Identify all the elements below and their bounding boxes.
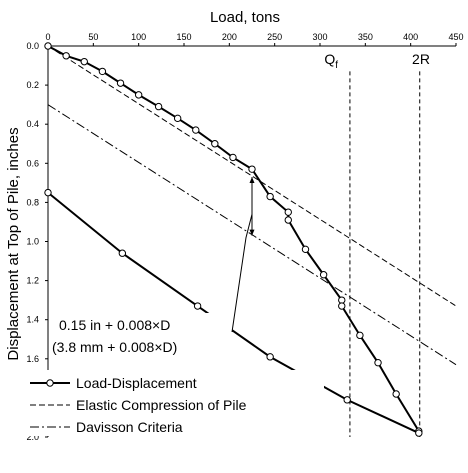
legend-label: Davisson Criteria xyxy=(76,419,183,435)
data-point xyxy=(356,331,364,340)
legend-box xyxy=(24,370,324,436)
qf-label-main: Q xyxy=(324,51,335,67)
annotation-box xyxy=(52,313,232,357)
data-point xyxy=(343,396,351,404)
y-tick-label: 0.4 xyxy=(26,119,39,129)
data-point xyxy=(301,245,310,254)
annotation-line-1: 0.15 in + 0.008×D xyxy=(59,317,170,333)
annotation-arrow xyxy=(231,176,255,333)
y-tick-label: 0.6 xyxy=(26,158,39,168)
data-point xyxy=(284,216,292,224)
y-tick-label: 1.2 xyxy=(26,276,39,286)
data-point xyxy=(192,126,200,134)
y-tick-label: 0.8 xyxy=(26,197,39,207)
y-tick-label: 0.2 xyxy=(26,80,39,90)
y-tick-label: 1.4 xyxy=(26,315,39,325)
data-point xyxy=(80,57,88,66)
x-axis-title: Load, tons xyxy=(210,9,280,26)
data-point xyxy=(62,52,70,60)
reference-lines xyxy=(349,71,421,437)
data-point xyxy=(374,359,382,367)
y-axis-title: Displacement at Top of Pile, inches xyxy=(5,127,22,360)
data-point xyxy=(116,79,125,87)
data-point xyxy=(229,153,237,162)
qf-label: Qf xyxy=(324,51,338,71)
data-point xyxy=(98,67,107,76)
data-point xyxy=(118,249,127,257)
x-tick-label: 400 xyxy=(403,32,418,42)
x-tick-label: 450 xyxy=(448,32,463,42)
data-point xyxy=(392,390,400,398)
legend-label: Elastic Compression of Pile xyxy=(76,397,247,413)
leader-line xyxy=(231,214,253,333)
x-tick-label: 300 xyxy=(312,32,327,42)
data-point xyxy=(415,429,423,437)
markers-group xyxy=(44,42,423,437)
data-point xyxy=(211,140,219,148)
x-tick-label: 100 xyxy=(131,32,146,42)
data-point xyxy=(248,165,256,173)
x-tick-label: 250 xyxy=(267,32,282,42)
x-tick-label: 50 xyxy=(88,32,98,42)
2r-label: 2R xyxy=(412,51,430,67)
data-point xyxy=(44,42,52,50)
data-point xyxy=(173,114,182,123)
x-tick-label: 200 xyxy=(222,32,237,42)
data-point xyxy=(266,353,274,361)
x-tick-label: 0 xyxy=(45,32,50,42)
legend-marker xyxy=(46,379,54,387)
x-tick-label: 350 xyxy=(358,32,373,42)
data-point xyxy=(319,271,328,279)
legend: Load-Displacement Elastic Compression of … xyxy=(30,375,247,435)
arrow-head-top xyxy=(249,176,255,183)
data-point xyxy=(338,302,346,310)
data-point xyxy=(284,208,292,216)
qf-label-subscript: f xyxy=(335,60,338,71)
y-tick-label: 0.0 xyxy=(26,41,39,51)
data-point xyxy=(266,192,274,201)
data-point xyxy=(44,188,52,197)
data-point xyxy=(193,302,202,310)
elastic-compression-line xyxy=(47,45,457,307)
data-point xyxy=(154,102,163,111)
legend-label: Load-Displacement xyxy=(76,375,197,391)
annotation-line-2: (3.8 mm + 0.008×D) xyxy=(52,339,177,355)
y-tick-label: 2.0 xyxy=(26,432,39,442)
data-point xyxy=(134,91,143,99)
y-tick-label: 1.0 xyxy=(26,237,39,247)
x-tick-label: 150 xyxy=(176,32,191,42)
y-tick-label: 1.6 xyxy=(26,354,39,364)
arrow-head-bottom xyxy=(249,229,255,236)
